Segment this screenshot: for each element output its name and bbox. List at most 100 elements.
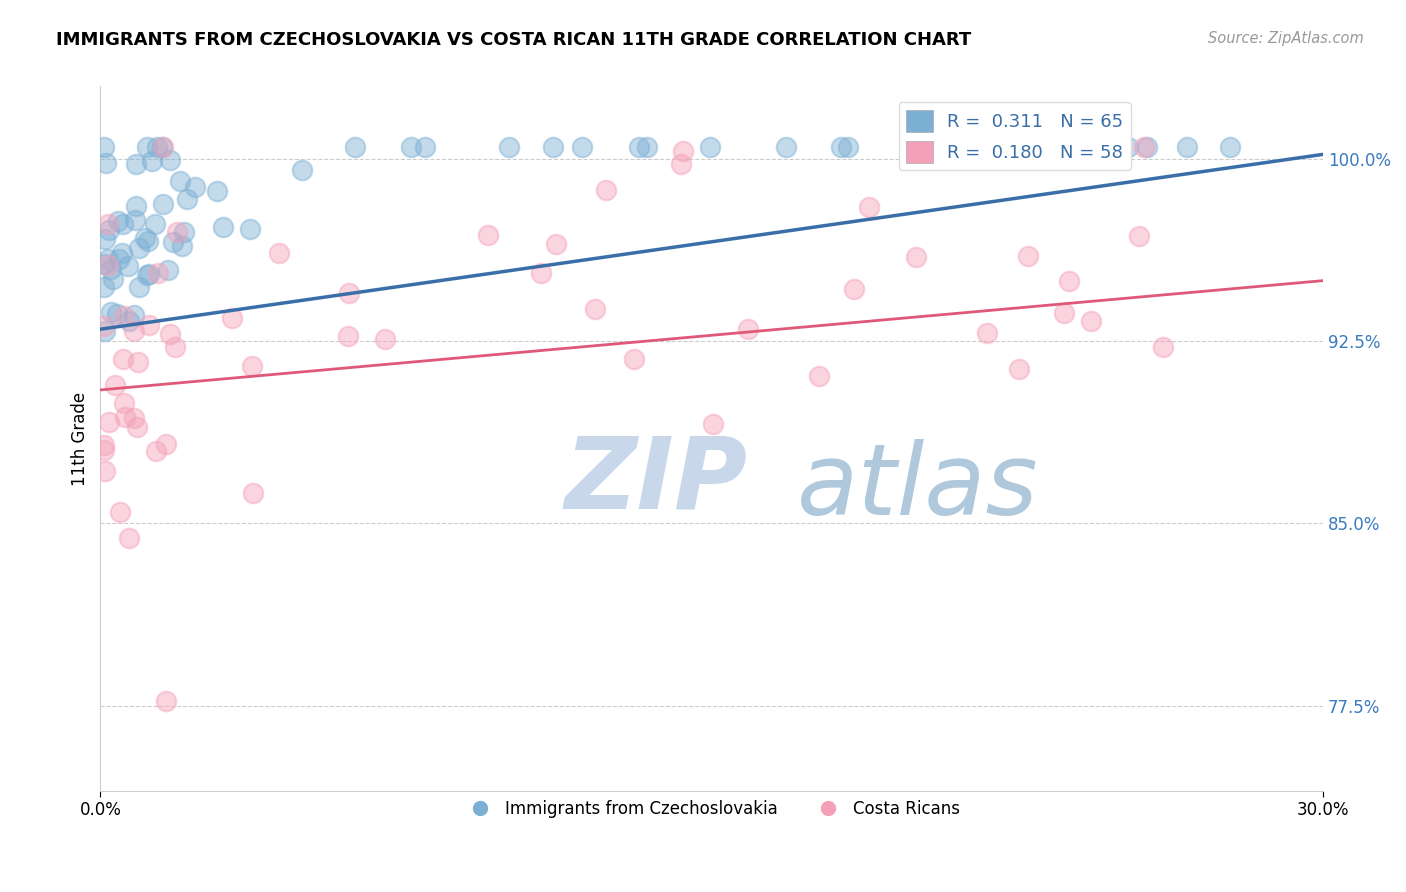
Point (122, 324, 145, 338)
Point (239, 221, 262, 235)
Point (100, 262, 122, 277)
Point (117, 260, 139, 274)
Point (118, 314, 141, 328)
Point (105, 307, 128, 321)
Point (141, 153, 163, 168)
Point (842, 282, 865, 296)
Point (97, 217, 120, 231)
Point (184, 180, 207, 194)
Point (110, 245, 132, 260)
Point (374, 332, 396, 346)
Point (623, 352, 645, 367)
Point (163, 340, 186, 354)
Point (146, 140, 169, 154)
Point (162, 235, 184, 249)
Point (1056, 140, 1078, 154)
Point (669, 157, 692, 171)
Point (1116, 140, 1139, 154)
Point (128, 242, 150, 256)
Point (775, 140, 797, 154)
Point (97, 252, 120, 266)
Point (101, 272, 124, 286)
Y-axis label: 11th Grade: 11th Grade (72, 392, 89, 485)
Point (93, 438, 115, 452)
Point (100, 304, 122, 318)
Point (94, 232, 117, 246)
Point (173, 226, 195, 240)
Point (176, 192, 198, 206)
Point (138, 267, 160, 281)
Point (628, 140, 651, 154)
Point (124, 213, 146, 227)
Point (143, 217, 166, 231)
Point (702, 417, 724, 431)
Point (399, 140, 422, 154)
Point (155, 437, 177, 451)
Point (672, 144, 695, 158)
Point (124, 411, 146, 425)
Point (837, 140, 859, 154)
Point (148, 266, 170, 280)
Point (135, 268, 157, 282)
Text: atlas: atlas (797, 439, 1039, 536)
Point (150, 140, 173, 154)
Point (990, 140, 1012, 154)
Point (541, 140, 564, 154)
Point (1060, 140, 1083, 154)
Point (699, 140, 721, 154)
Point (96, 156, 118, 170)
Point (98, 223, 121, 237)
Point (114, 409, 136, 424)
Point (1152, 340, 1174, 354)
Point (1175, 140, 1198, 154)
Point (93, 443, 115, 458)
Point (571, 140, 593, 154)
Point (530, 266, 553, 280)
Legend: Immigrants from Czechoslovakia, Costa Ricans: Immigrants from Czechoslovakia, Costa Ri… (457, 793, 966, 824)
Point (112, 217, 135, 231)
Point (166, 225, 188, 239)
Point (128, 280, 150, 294)
Point (134, 231, 156, 245)
Point (152, 197, 174, 211)
Point (1057, 274, 1080, 288)
Point (808, 369, 831, 384)
Point (221, 310, 243, 325)
Point (122, 308, 145, 322)
Point (1008, 362, 1031, 376)
Point (159, 153, 181, 167)
Point (125, 157, 148, 171)
Point (136, 140, 159, 154)
Point (636, 140, 658, 154)
Point (1080, 314, 1102, 328)
Point (976, 326, 998, 340)
Point (240, 359, 263, 373)
Point (107, 214, 129, 228)
Point (291, 163, 314, 178)
Point (595, 183, 617, 197)
Point (336, 329, 359, 343)
Point (108, 252, 131, 266)
Point (337, 285, 360, 300)
Point (1091, 140, 1114, 154)
Point (1017, 249, 1039, 263)
Point (145, 443, 167, 458)
Point (267, 246, 290, 260)
Point (737, 322, 759, 336)
Point (138, 318, 160, 333)
Point (583, 301, 606, 316)
Point (112, 352, 135, 367)
Point (93, 318, 115, 333)
Point (211, 220, 233, 235)
Point (1135, 140, 1157, 154)
Point (207, 184, 229, 198)
Point (104, 377, 127, 392)
Point (127, 355, 149, 369)
Text: IMMIGRANTS FROM CZECHOSLOVAKIA VS COSTA RICAN 11TH GRADE CORRELATION CHART: IMMIGRANTS FROM CZECHOSLOVAKIA VS COSTA … (56, 31, 972, 49)
Point (159, 327, 181, 342)
Point (112, 396, 135, 410)
Point (112, 309, 135, 323)
Point (343, 140, 366, 154)
Point (93, 140, 115, 154)
Point (93, 279, 115, 293)
